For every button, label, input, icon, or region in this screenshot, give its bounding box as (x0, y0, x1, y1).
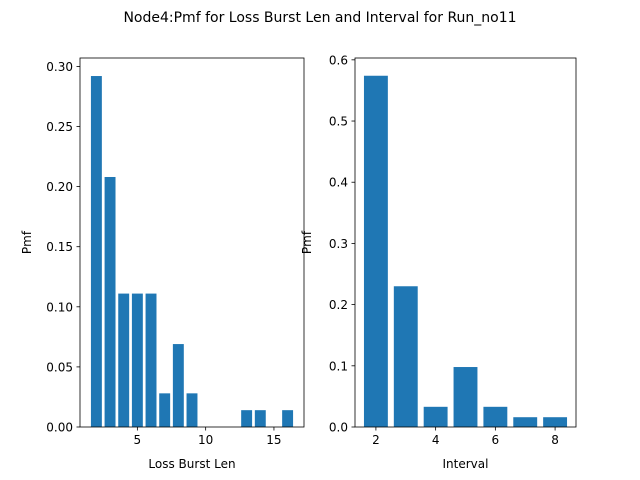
axes-frame (79, 57, 305, 428)
axes-frame (354, 57, 577, 428)
bar (483, 406, 508, 427)
x-tick-label: 5 (134, 433, 142, 447)
x-tick-label: 8 (551, 433, 559, 447)
bar (145, 293, 157, 427)
y-axis-label: Pmf (20, 230, 34, 254)
bar (282, 410, 294, 427)
y-tick-label: 0.20 (46, 180, 73, 194)
bar (90, 76, 102, 428)
y-axis-label: Pmf (300, 230, 314, 254)
x-tick-label: 6 (492, 433, 500, 447)
x-axis-label: Loss Burst Len (148, 457, 235, 471)
y-tick-label: 0.05 (46, 360, 73, 374)
chart-interval: 2 4 6 8 0.0 0.1 0.2 0.3 0.4 0.5 0.6 Interval Pmf (300, 53, 577, 471)
bar (104, 176, 116, 427)
x-tick-label: 10 (198, 433, 213, 447)
y-tick-label: 0.5 (329, 115, 348, 129)
x-tick-label: 2 (372, 433, 380, 447)
bar (118, 293, 130, 427)
y-tick-label: 0.00 (46, 421, 73, 435)
y-tick-label: 0.2 (329, 298, 348, 312)
y-tick-label: 0.0 (329, 421, 348, 435)
bar (423, 406, 448, 427)
y-tick-label: 0.6 (329, 53, 348, 67)
y-tick-label: 0.15 (46, 240, 73, 254)
bar (363, 75, 388, 427)
x-tick-label: 4 (432, 433, 440, 447)
bar (172, 344, 184, 427)
figure-title: Node4:Pmf for Loss Burst Len and Interva… (123, 10, 516, 26)
x-tick-label: 15 (266, 433, 281, 447)
y-tick-label: 0.25 (46, 120, 73, 134)
chart-loss-burst-len: 5 10 15 0.00 0.05 0.10 0.15 0.20 0.25 0.30 Loss Bu… (20, 57, 305, 471)
x-axis-label: Interval (443, 457, 489, 471)
bar (393, 286, 418, 427)
bar (513, 417, 538, 427)
y-tick-label: 0.30 (46, 60, 73, 74)
bar (543, 417, 568, 427)
y-tick-label: 0.10 (46, 300, 73, 314)
y-tick-label: 0.3 (329, 237, 348, 251)
y-tick-label: 0.1 (329, 359, 348, 373)
bar (131, 293, 143, 427)
bar (241, 410, 253, 427)
bar (159, 393, 171, 427)
bar (453, 367, 478, 427)
bar (186, 393, 198, 427)
y-tick-label: 0.4 (329, 176, 348, 190)
bar (254, 410, 266, 427)
